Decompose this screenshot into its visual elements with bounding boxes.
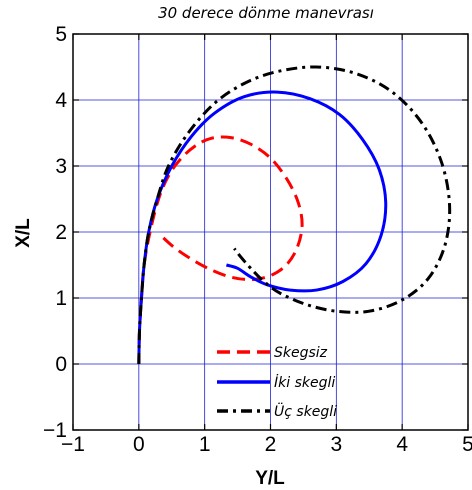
x-tick-label: 2 — [265, 433, 277, 456]
legend-label-2: İki skegli — [274, 373, 335, 391]
y-tick-label: 2 — [55, 221, 67, 244]
series-line-3 — [137, 65, 452, 365]
x-tick-label: 4 — [396, 433, 408, 456]
legend: Skegsiz İki skegli Üç skegli — [217, 345, 337, 420]
x-axis-label: Y/L — [255, 468, 285, 489]
series-layer — [137, 65, 452, 365]
y-tick-label: 0 — [55, 353, 67, 376]
x-tick-label: 5 — [462, 433, 472, 456]
x-tick-label: −1 — [61, 433, 85, 456]
y-tick-label: 1 — [55, 287, 67, 310]
series-line-2 — [137, 90, 388, 365]
x-tick-label: 3 — [330, 433, 342, 456]
x-tick-label: 0 — [133, 433, 145, 456]
series-line-1 — [137, 135, 304, 365]
y-tick-label: −1 — [43, 419, 67, 442]
y-axis-label: X/L — [13, 218, 34, 248]
legend-label-3: Üç skegli — [274, 402, 337, 420]
y-tick-label: 4 — [55, 89, 67, 112]
chart-title: 30 derece dönme manevrası — [158, 4, 374, 22]
y-tick-label: 5 — [55, 23, 67, 46]
x-tick-label: 1 — [199, 433, 211, 456]
y-tick-label: 3 — [55, 155, 67, 178]
axis-ticks: −1 0 1 2 3 4 5 −1 0 1 2 3 4 5 — [43, 23, 472, 456]
legend-label-1: Skegsiz — [274, 345, 328, 361]
